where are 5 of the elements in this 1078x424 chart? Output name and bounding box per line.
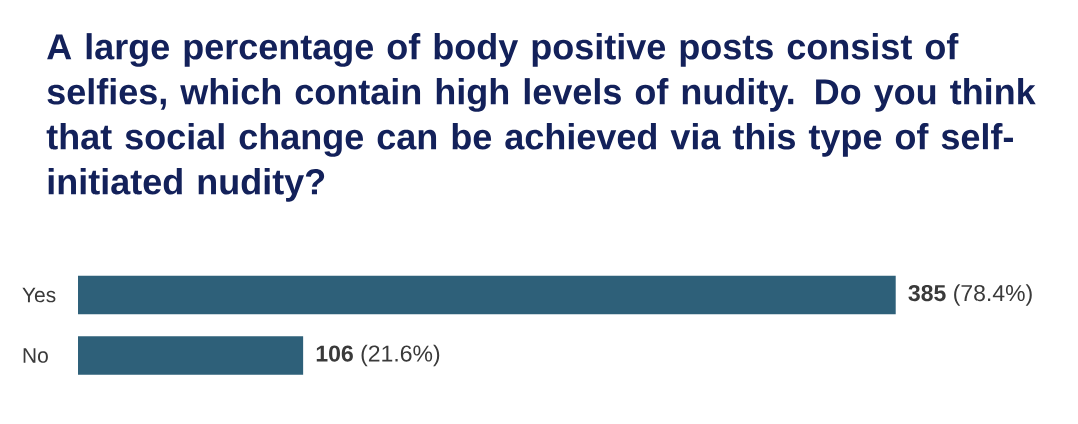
data-label: 106 (21.6%) (316, 344, 440, 367)
y-tick-label: No (23, 348, 48, 363)
y-tick-label: Yes (22, 287, 56, 303)
chart-title: A large percentage of body positive posts consist of selfies, which contain high levels of nudity. Do you think that social change can be achieved via this type of self-initiated nudity? (46, 33, 1036, 202)
data-label: 385 (78.4%) (908, 284, 1032, 306)
